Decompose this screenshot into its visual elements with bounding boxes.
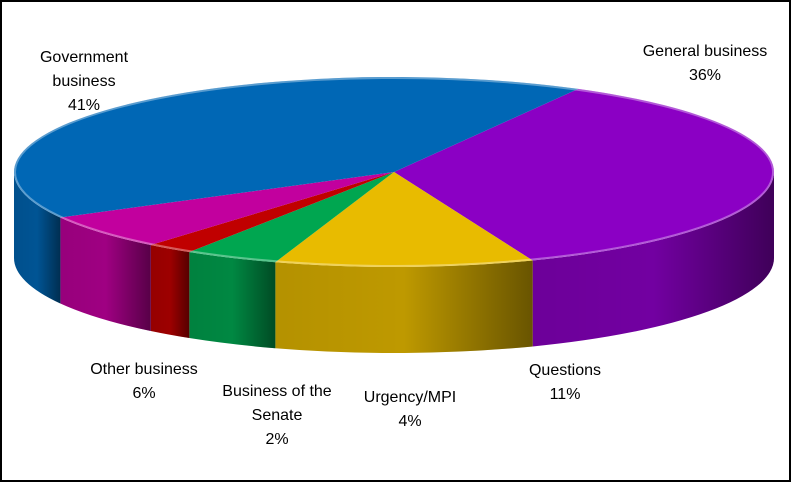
label-urgency-name: Urgency/MPI — [363, 389, 457, 406]
label-government-name-line1: Government — [39, 49, 129, 66]
label-urgency-pct: 4% — [398, 413, 422, 430]
pie-side-shade-other-business — [60, 217, 151, 331]
pie-slice-government-business — [13, 76, 579, 218]
label-senate-name-line1: Business of the — [222, 383, 332, 400]
label-general-pct: 36% — [688, 67, 722, 84]
pie-slice-questions — [275, 172, 533, 268]
label-general-business: General business 36% — [628, 40, 782, 88]
label-senate-name-line2: Senate — [251, 407, 303, 424]
label-questions-pct: 11% — [549, 386, 581, 403]
label-general-name: General business — [642, 43, 768, 60]
label-senate-pct: 2% — [265, 431, 289, 448]
label-government-business: Government business 41% — [24, 46, 144, 118]
label-government-name-line2: business — [52, 73, 116, 90]
pie-slice-business-of-the-senate — [150, 172, 394, 253]
pie-slice-urgency-mpi — [189, 172, 394, 263]
label-other-name: Other business — [90, 361, 198, 378]
label-other-pct: 6% — [132, 385, 156, 402]
pie-side-shade-questions — [275, 260, 533, 354]
pie-slice-general-business — [394, 88, 775, 261]
pie-rim-highlight — [14, 77, 774, 267]
label-urgency-mpi: Urgency/MPI 4% — [350, 386, 470, 434]
label-other-business: Other business 6% — [76, 358, 212, 406]
pie-slice-other-business — [60, 172, 395, 245]
label-government-pct: 41% — [67, 97, 101, 114]
pie-side-shade-urgency-mpi — [189, 252, 276, 349]
pie-side-shade-government-business — [14, 172, 61, 304]
pie-side-shade-business-of-the-senate — [150, 244, 190, 339]
label-business-of-the-senate: Business of the Senate 2% — [207, 380, 347, 452]
label-questions-name: Questions — [528, 362, 602, 379]
label-questions: Questions 11% — [510, 359, 620, 407]
pie-side-shade-general-business — [532, 172, 774, 347]
